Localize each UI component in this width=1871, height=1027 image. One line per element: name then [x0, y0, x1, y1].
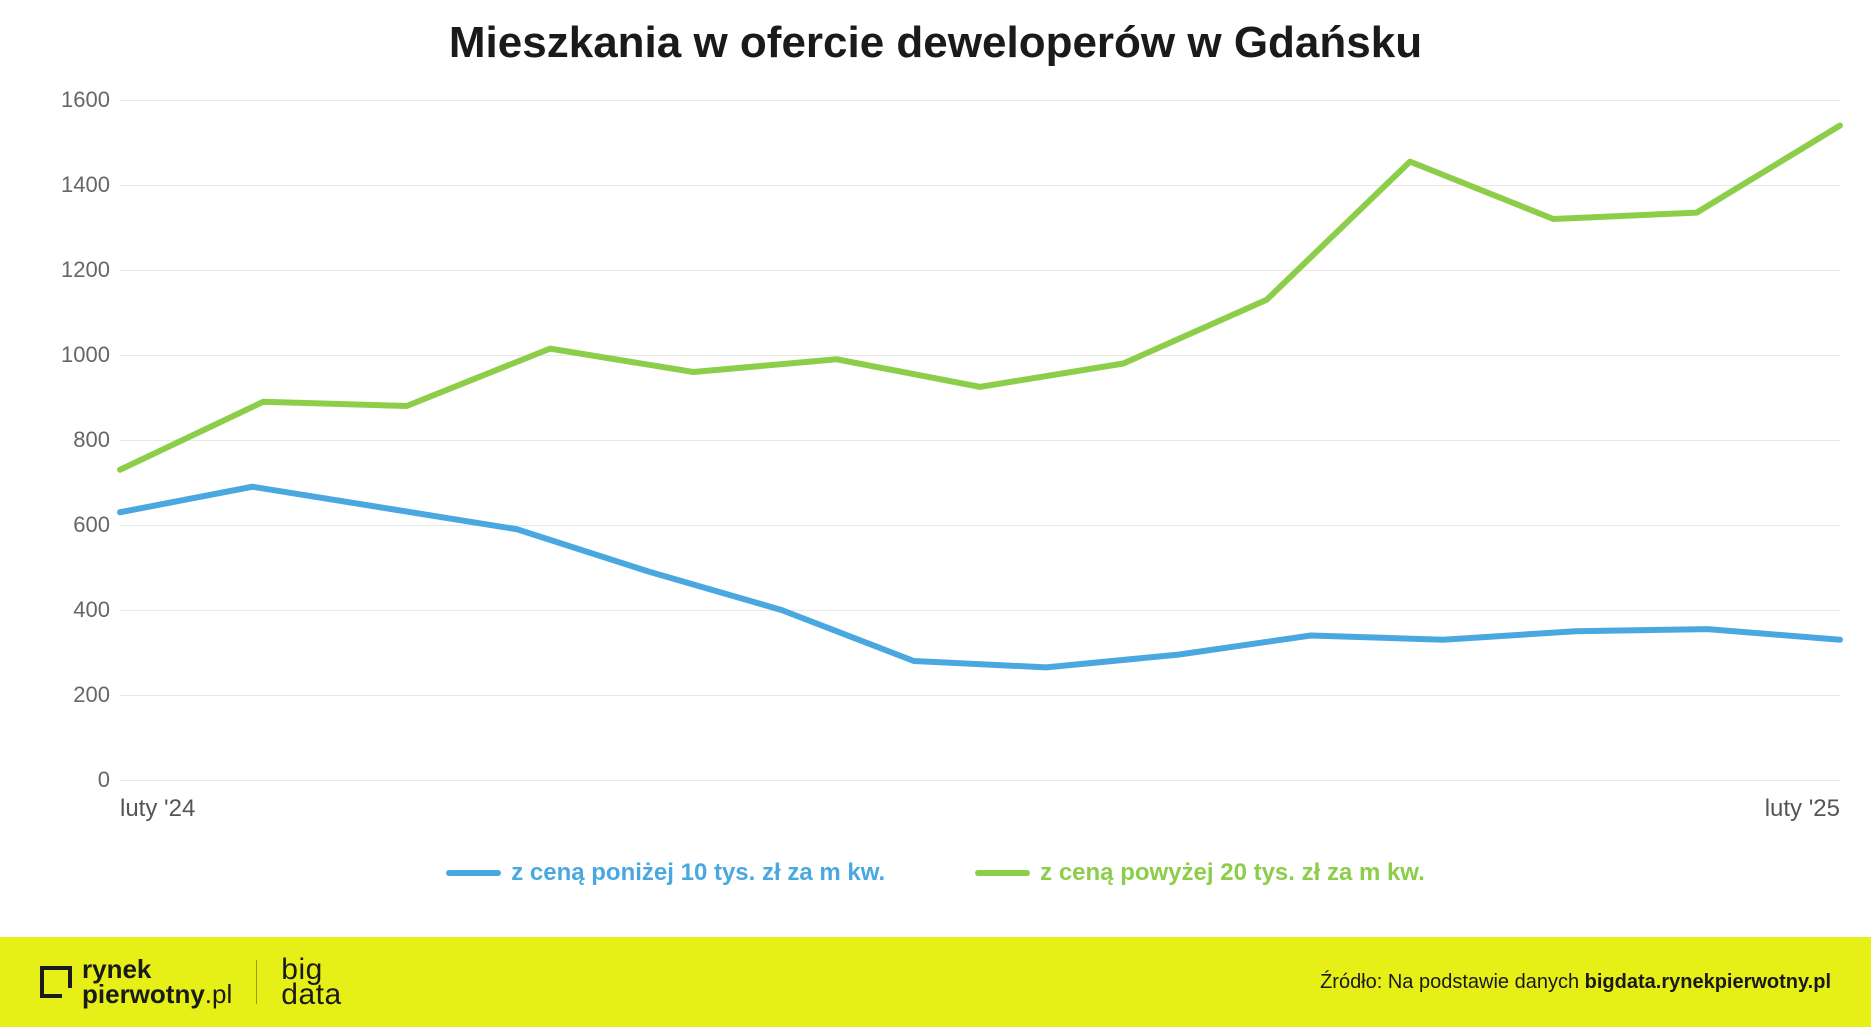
chart-container: 02004006008001000120014001600 luty '24 l… — [40, 100, 1840, 820]
logo-line2-light: .pl — [205, 979, 232, 1009]
legend-label: z ceną powyżej 20 tys. zł za m kw. — [1040, 859, 1425, 887]
plot-area — [120, 100, 1840, 780]
y-tick-label: 800 — [40, 427, 110, 453]
logo-text: rynek pierwotny.pl — [82, 957, 232, 1006]
footer-left: rynek pierwotny.pl big data — [40, 957, 342, 1008]
y-tick-label: 1400 — [40, 172, 110, 198]
legend-swatch — [446, 870, 501, 876]
line-svg — [120, 100, 1840, 780]
logo-square-icon — [40, 966, 72, 998]
x-end-label: luty '25 — [1765, 795, 1840, 823]
chart-title: Mieszkania w ofercie deweloperów w Gdańs… — [0, 0, 1871, 68]
footer-divider — [256, 960, 257, 1004]
source-bold: bigdata.rynekpierwotny.pl — [1585, 971, 1831, 993]
y-tick-label: 1000 — [40, 342, 110, 368]
series-line-below10k — [120, 487, 1840, 668]
y-tick-label: 200 — [40, 682, 110, 708]
legend-label: z ceną poniżej 10 tys. zł za m kw. — [511, 859, 885, 887]
rynekpierwotny-logo: rynek pierwotny.pl — [40, 957, 232, 1006]
logo-line2-bold: pierwotny — [82, 979, 205, 1009]
x-start-label: luty '24 — [120, 795, 195, 823]
bigdata-line2: data — [281, 982, 341, 1008]
legend-swatch — [975, 870, 1030, 876]
y-tick-label: 1200 — [40, 257, 110, 283]
footer-bar: rynek pierwotny.pl big data Źródło: Na p… — [0, 937, 1871, 1027]
series-line-above20k — [120, 126, 1840, 470]
legend: z ceną poniżej 10 tys. zł za m kw. z ceną… — [0, 855, 1871, 887]
source-prefix: Źródło: Na podstawie danych — [1320, 971, 1585, 993]
gridline — [120, 780, 1840, 781]
footer-source: Źródło: Na podstawie danych bigdata.ryne… — [1320, 971, 1831, 994]
legend-item-below10k: z ceną poniżej 10 tys. zł za m kw. — [446, 859, 885, 887]
x-axis-labels: luty '24 luty '25 — [120, 795, 1840, 825]
legend-item-above20k: z ceną powyżej 20 tys. zł za m kw. — [975, 859, 1425, 887]
y-tick-label: 0 — [40, 767, 110, 793]
y-tick-label: 1600 — [40, 87, 110, 113]
bigdata-logo: big data — [281, 957, 341, 1008]
y-tick-label: 400 — [40, 597, 110, 623]
y-tick-label: 600 — [40, 512, 110, 538]
